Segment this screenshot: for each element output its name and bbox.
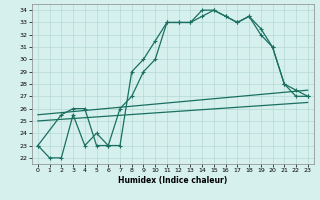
X-axis label: Humidex (Indice chaleur): Humidex (Indice chaleur) <box>118 176 228 185</box>
